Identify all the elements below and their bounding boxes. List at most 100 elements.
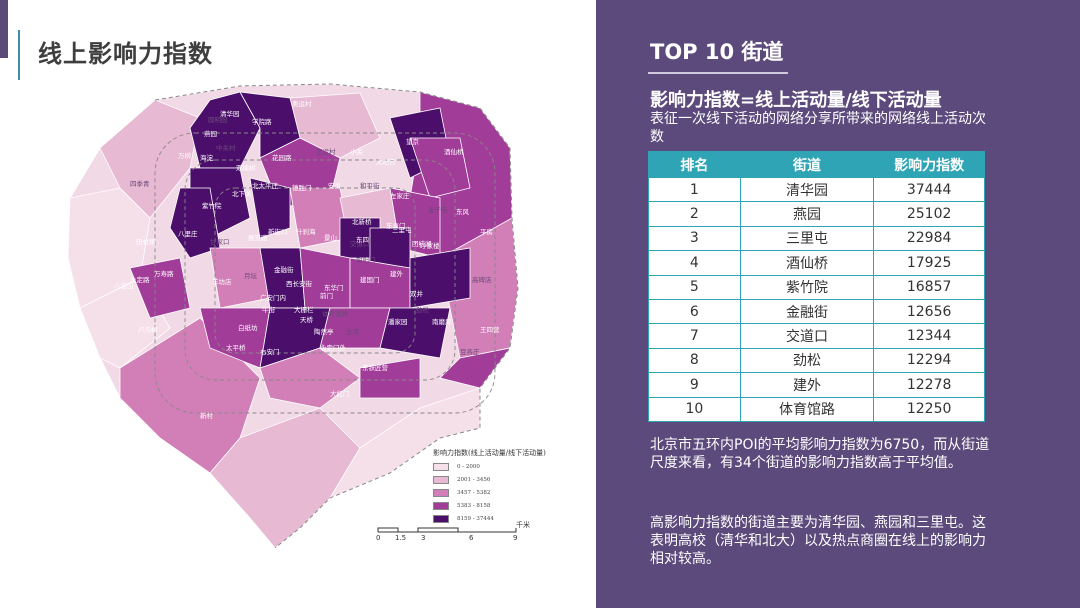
cell-rank: 2 bbox=[648, 201, 741, 227]
cell-rank: 4 bbox=[648, 250, 741, 276]
map-label: 望京 bbox=[406, 137, 420, 146]
cell-rank: 9 bbox=[648, 372, 741, 398]
cell-rank: 8 bbox=[648, 347, 741, 374]
table-header-row: 排名 街道 影响力指数 bbox=[648, 151, 985, 178]
header-street: 街道 bbox=[739, 151, 875, 178]
map-region bbox=[439, 347, 511, 389]
map-label: 奥运村 bbox=[292, 99, 312, 108]
cell-index: 22984 bbox=[873, 225, 985, 252]
legend-item: 8159 - 37444 bbox=[433, 514, 603, 524]
map-label: 团结湖 bbox=[412, 239, 432, 248]
map-label: 酒仙桥 bbox=[444, 147, 464, 156]
map-label: 太平桥 bbox=[226, 343, 246, 352]
map-label: 花园路 bbox=[272, 153, 292, 162]
map-label: 北新桥 bbox=[352, 217, 372, 226]
map-label: 景山 bbox=[324, 233, 337, 242]
cell-index: 12250 bbox=[873, 396, 985, 422]
header-index: 影响力指数 bbox=[873, 151, 985, 178]
scale-tick: 0 bbox=[376, 534, 381, 542]
legend-swatch bbox=[433, 515, 449, 523]
map-label: 建国门 bbox=[360, 275, 380, 284]
cell-street: 交道口 bbox=[739, 323, 875, 349]
map-label: 田村路 bbox=[136, 237, 156, 246]
table-row: 3 三里屯 22984 bbox=[648, 225, 985, 252]
map-label: 永定路 bbox=[130, 275, 150, 284]
cell-rank: 10 bbox=[648, 396, 741, 422]
legend-item: 0 - 2000 bbox=[433, 462, 603, 472]
cell-index: 12344 bbox=[873, 323, 985, 349]
map-label: 龙潭 bbox=[346, 327, 360, 336]
map-label: 卢沟桥 bbox=[138, 325, 158, 334]
map-label: 大红门 bbox=[330, 389, 350, 398]
map-label: 豆各庄 bbox=[460, 347, 480, 356]
map-label: 万寿路 bbox=[154, 269, 174, 278]
legend-swatch bbox=[433, 489, 449, 497]
map-label: 德胜门 bbox=[292, 183, 312, 192]
map-region bbox=[249, 177, 291, 239]
cell-street: 三里屯 bbox=[739, 225, 875, 252]
table-row: 1 清华园 37444 bbox=[648, 176, 985, 203]
map-label: 牛街 bbox=[262, 305, 276, 314]
map-region bbox=[329, 387, 481, 499]
map-region bbox=[129, 257, 191, 319]
map-label: 潘家园 bbox=[388, 317, 408, 326]
legend-title: 影响力指数(线上活动量/线下活动量) bbox=[433, 449, 546, 457]
legend-item: 5383 - 8158 bbox=[433, 501, 603, 511]
ring-road-2 bbox=[214, 187, 416, 354]
panel-title-divider bbox=[648, 72, 788, 74]
cell-street: 金融街 bbox=[739, 298, 875, 325]
map-label: 学院路 bbox=[252, 117, 272, 126]
map-label: 东铁匠营 bbox=[362, 363, 389, 372]
legend-swatch bbox=[433, 463, 449, 471]
map-label: 新街口 bbox=[268, 227, 288, 236]
scale-tick: 3 bbox=[421, 534, 426, 542]
map-label: 王四营 bbox=[480, 325, 500, 334]
map-region bbox=[409, 247, 471, 309]
legend-item: 3457 - 5382 bbox=[433, 488, 603, 498]
formula-description: 表征一次线下活动的网络分享所带来的网络线上活动次数 bbox=[650, 111, 986, 145]
cell-index: 25102 bbox=[873, 201, 985, 227]
cell-index: 12656 bbox=[873, 298, 985, 325]
map-label: 月坛 bbox=[244, 271, 258, 280]
scale-unit: 千米 bbox=[516, 521, 530, 529]
legend-rows: 0 - 2000 2001 - 3456 3457 - 5382 5383 - 815… bbox=[433, 462, 603, 524]
ring-road-4 bbox=[154, 132, 496, 414]
formula-heading: 影响力指数=线上活动量/线下活动量 bbox=[650, 90, 942, 111]
map-label: 紫竹院 bbox=[202, 201, 222, 210]
slide-title: 线上影响力指数 bbox=[38, 40, 213, 68]
map-label: 双井 bbox=[410, 289, 424, 298]
map-label: 羊坊店 bbox=[212, 277, 232, 286]
map-label: 双榆树 bbox=[236, 163, 256, 172]
map-label: 新村 bbox=[200, 411, 214, 420]
map-label: 体育馆路 bbox=[322, 309, 349, 318]
cell-street: 体育馆路 bbox=[739, 396, 875, 422]
cell-rank: 7 bbox=[648, 323, 741, 349]
map-label: 东直门 bbox=[386, 221, 406, 230]
map-label: 劲松 bbox=[416, 305, 430, 314]
map-label: 东风 bbox=[456, 207, 470, 216]
map-region bbox=[359, 357, 421, 399]
map-label: 西长安街 bbox=[286, 279, 313, 288]
cell-street: 劲松 bbox=[739, 347, 875, 374]
top10-table: 排名 街道 影响力指数 1 清华园 37444 2 燕园 25102 3 三里屯 22984 4 酒… bbox=[648, 151, 985, 422]
legend-label: 2001 - 3456 bbox=[457, 477, 491, 483]
map-label: 陶然亭 bbox=[314, 327, 334, 336]
map-label: 右安门 bbox=[260, 347, 280, 356]
cell-rank: 5 bbox=[648, 274, 741, 300]
map-label: 燕园 bbox=[204, 129, 217, 138]
map-label: 麦子店 bbox=[428, 205, 448, 214]
cell-street: 紫竹院 bbox=[739, 274, 875, 300]
scale-tick: 1.5 bbox=[395, 534, 407, 542]
legend-item: 2001 - 3456 bbox=[433, 475, 603, 485]
map-label: 金融街 bbox=[274, 265, 294, 274]
cell-street: 建外 bbox=[739, 372, 875, 398]
map-label: 安贞 bbox=[328, 181, 342, 190]
map-region bbox=[169, 187, 221, 259]
map-label: 清华园 bbox=[220, 109, 240, 118]
influence-choropleth-map: 圆明园 清华园 学院路 奥运村 燕园 中关村 海淀 万柳 双榆树 花园路 亚运村 小关 太阳宫 望京 酒仙桥… bbox=[60, 78, 595, 548]
map-label: 高碑店 bbox=[472, 275, 492, 284]
map-label: 四季青 bbox=[130, 179, 150, 188]
map-label: 建外 bbox=[390, 269, 404, 278]
map-label: 东华门 bbox=[324, 283, 344, 292]
